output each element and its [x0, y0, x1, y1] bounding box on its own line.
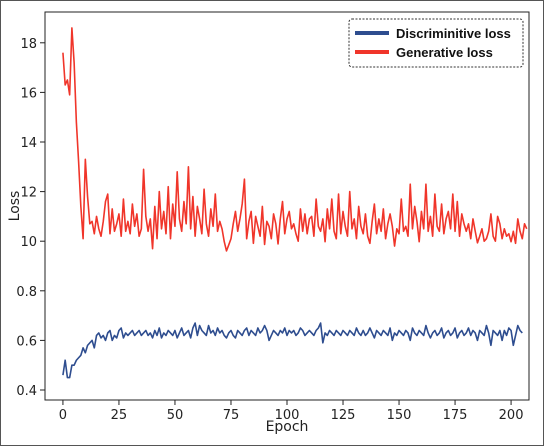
- x-tick-label: 200: [499, 408, 524, 423]
- y-tick-label: 16: [20, 86, 37, 101]
- x-tick-label: 125: [331, 408, 356, 423]
- y-axis: 0.4 0.6 0.8 10 12 14 16 18: [16, 37, 45, 399]
- x-tick-label: 100: [275, 408, 300, 423]
- x-tick-label: 175: [443, 408, 468, 423]
- y-tick-label: 10: [20, 235, 37, 250]
- x-tick-label: 150: [387, 408, 412, 423]
- series-line-discriminitive-loss: [62, 322, 523, 379]
- x-tick-label: 25: [111, 408, 128, 423]
- series-line-generative-loss: [62, 27, 528, 252]
- y-axis-title: Loss: [7, 191, 23, 222]
- legend-box: [348, 18, 524, 68]
- y-tick-label: 0.4: [16, 384, 37, 399]
- legend-label-discriminitive: Discriminitive loss: [396, 26, 511, 41]
- x-axis: 0 25 50 75 100 125 150 175 200: [59, 400, 524, 423]
- x-tick-label: 0: [59, 408, 67, 423]
- y-tick-label: 18: [20, 37, 37, 52]
- x-axis-title: Epoch: [266, 419, 309, 435]
- y-tick-label: 14: [20, 136, 37, 151]
- y-tick-label: 0.6: [16, 334, 37, 349]
- x-tick-label: 75: [223, 408, 240, 423]
- legend: Discriminitive loss Generative loss: [348, 18, 524, 68]
- x-tick-label: 50: [167, 408, 184, 423]
- y-tick-label: 12: [20, 186, 37, 201]
- legend-label-generative: Generative loss: [396, 45, 493, 60]
- series-layer: [62, 27, 528, 379]
- y-tick-label: 0.8: [16, 285, 37, 300]
